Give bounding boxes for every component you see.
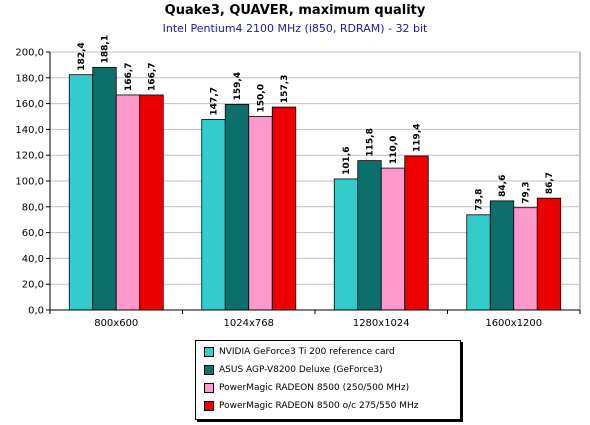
x-tick-label: 800x600	[94, 318, 138, 329]
bar	[489, 200, 515, 311]
y-tick-label: 60,0	[22, 228, 44, 239]
data-label: 101,6	[342, 146, 352, 174]
y-tick-label: 120,0	[15, 151, 44, 162]
x-tick-label: 1600x1200	[485, 318, 542, 329]
y-tick-label: 20,0	[22, 280, 44, 291]
data-label: 79,3	[522, 181, 532, 203]
data-label: 182,4	[77, 42, 87, 70]
data-label: 159,4	[233, 72, 243, 100]
legend-item: PowerMagic RADEON 8500 (250/500 MHz)	[204, 381, 409, 395]
bar	[333, 178, 359, 311]
data-label: 157,3	[280, 75, 290, 103]
x-tick-labels: 800x600 1024x768 1280x1024 1600x1200	[49, 310, 581, 329]
y-tick-label: 80,0	[22, 202, 44, 213]
data-label: 166,7	[148, 62, 158, 90]
legend-swatch	[204, 365, 214, 375]
legend-item: NVIDIA GeForce3 Ti 200 reference card	[204, 345, 395, 359]
bar	[271, 106, 297, 311]
bar	[224, 103, 250, 311]
legend: NVIDIA GeForce3 Ti 200 reference card AS…	[195, 340, 461, 420]
legend-label: NVIDIA GeForce3 Ti 200 reference card	[219, 347, 395, 357]
bar	[404, 155, 429, 311]
legend-item: PowerMagic RADEON 8500 o/c 275/550 MHz	[204, 399, 418, 413]
legend-label: ASUS AGP-V8200 Deluxe (GeForce3)	[219, 365, 383, 375]
data-label: 84,6	[498, 175, 508, 197]
data-label: 86,7	[545, 172, 555, 194]
bar	[466, 214, 491, 311]
data-label: 115,8	[366, 128, 376, 156]
y-tick-label: 200,0	[15, 48, 44, 59]
legend-swatch	[204, 383, 214, 393]
y-tick-label: 180,0	[15, 73, 44, 84]
legend-label: PowerMagic RADEON 8500 o/c 275/550 MHz	[219, 401, 419, 411]
data-label: 147,7	[210, 87, 220, 115]
x-tick-label: 1024x768	[224, 318, 274, 329]
y-tick-label: 100,0	[15, 177, 44, 188]
bar	[513, 207, 538, 311]
data-label: 188,1	[101, 35, 111, 63]
data-labels: 182,4 188,1 166,7 166,7 147,7 159,4 150,0 157,3…	[77, 35, 555, 211]
bar	[357, 160, 382, 311]
data-label: 150,0	[257, 84, 267, 112]
data-label: 73,8	[475, 189, 485, 211]
chart-title: Quake3, QUAVER, maximum quality	[164, 3, 426, 18]
bar	[201, 119, 226, 311]
bar	[92, 66, 117, 311]
legend-swatch	[204, 401, 214, 411]
y-tick-label: 0,0	[28, 306, 44, 317]
bar	[68, 74, 94, 311]
bar	[139, 94, 164, 311]
data-label: 119,4	[413, 124, 423, 152]
y-tick-label: 160,0	[15, 99, 44, 110]
bar	[380, 167, 406, 311]
data-label: 110,0	[389, 136, 399, 164]
y-tick-label: 140,0	[15, 125, 44, 136]
data-label: 166,7	[124, 62, 134, 90]
chart-subtitle: Intel Pentium4 2100 MHz (i850, RDRAM) - …	[162, 22, 428, 35]
x-tick-label: 1280x1024	[353, 318, 410, 329]
legend-swatch	[204, 347, 214, 357]
bar	[115, 94, 141, 311]
legend-item: ASUS AGP-V8200 Deluxe (GeForce3)	[204, 363, 383, 377]
bar	[536, 197, 562, 311]
bars	[68, 66, 562, 311]
y-tick-labels: 0,0 20,0 40,0 60,0 80,0 100,0 120,0 140,0 160,0 1…	[15, 48, 44, 317]
bar	[248, 116, 273, 311]
legend-label: PowerMagic RADEON 8500 (250/500 MHz)	[219, 383, 410, 393]
y-tick-label: 40,0	[22, 254, 44, 265]
